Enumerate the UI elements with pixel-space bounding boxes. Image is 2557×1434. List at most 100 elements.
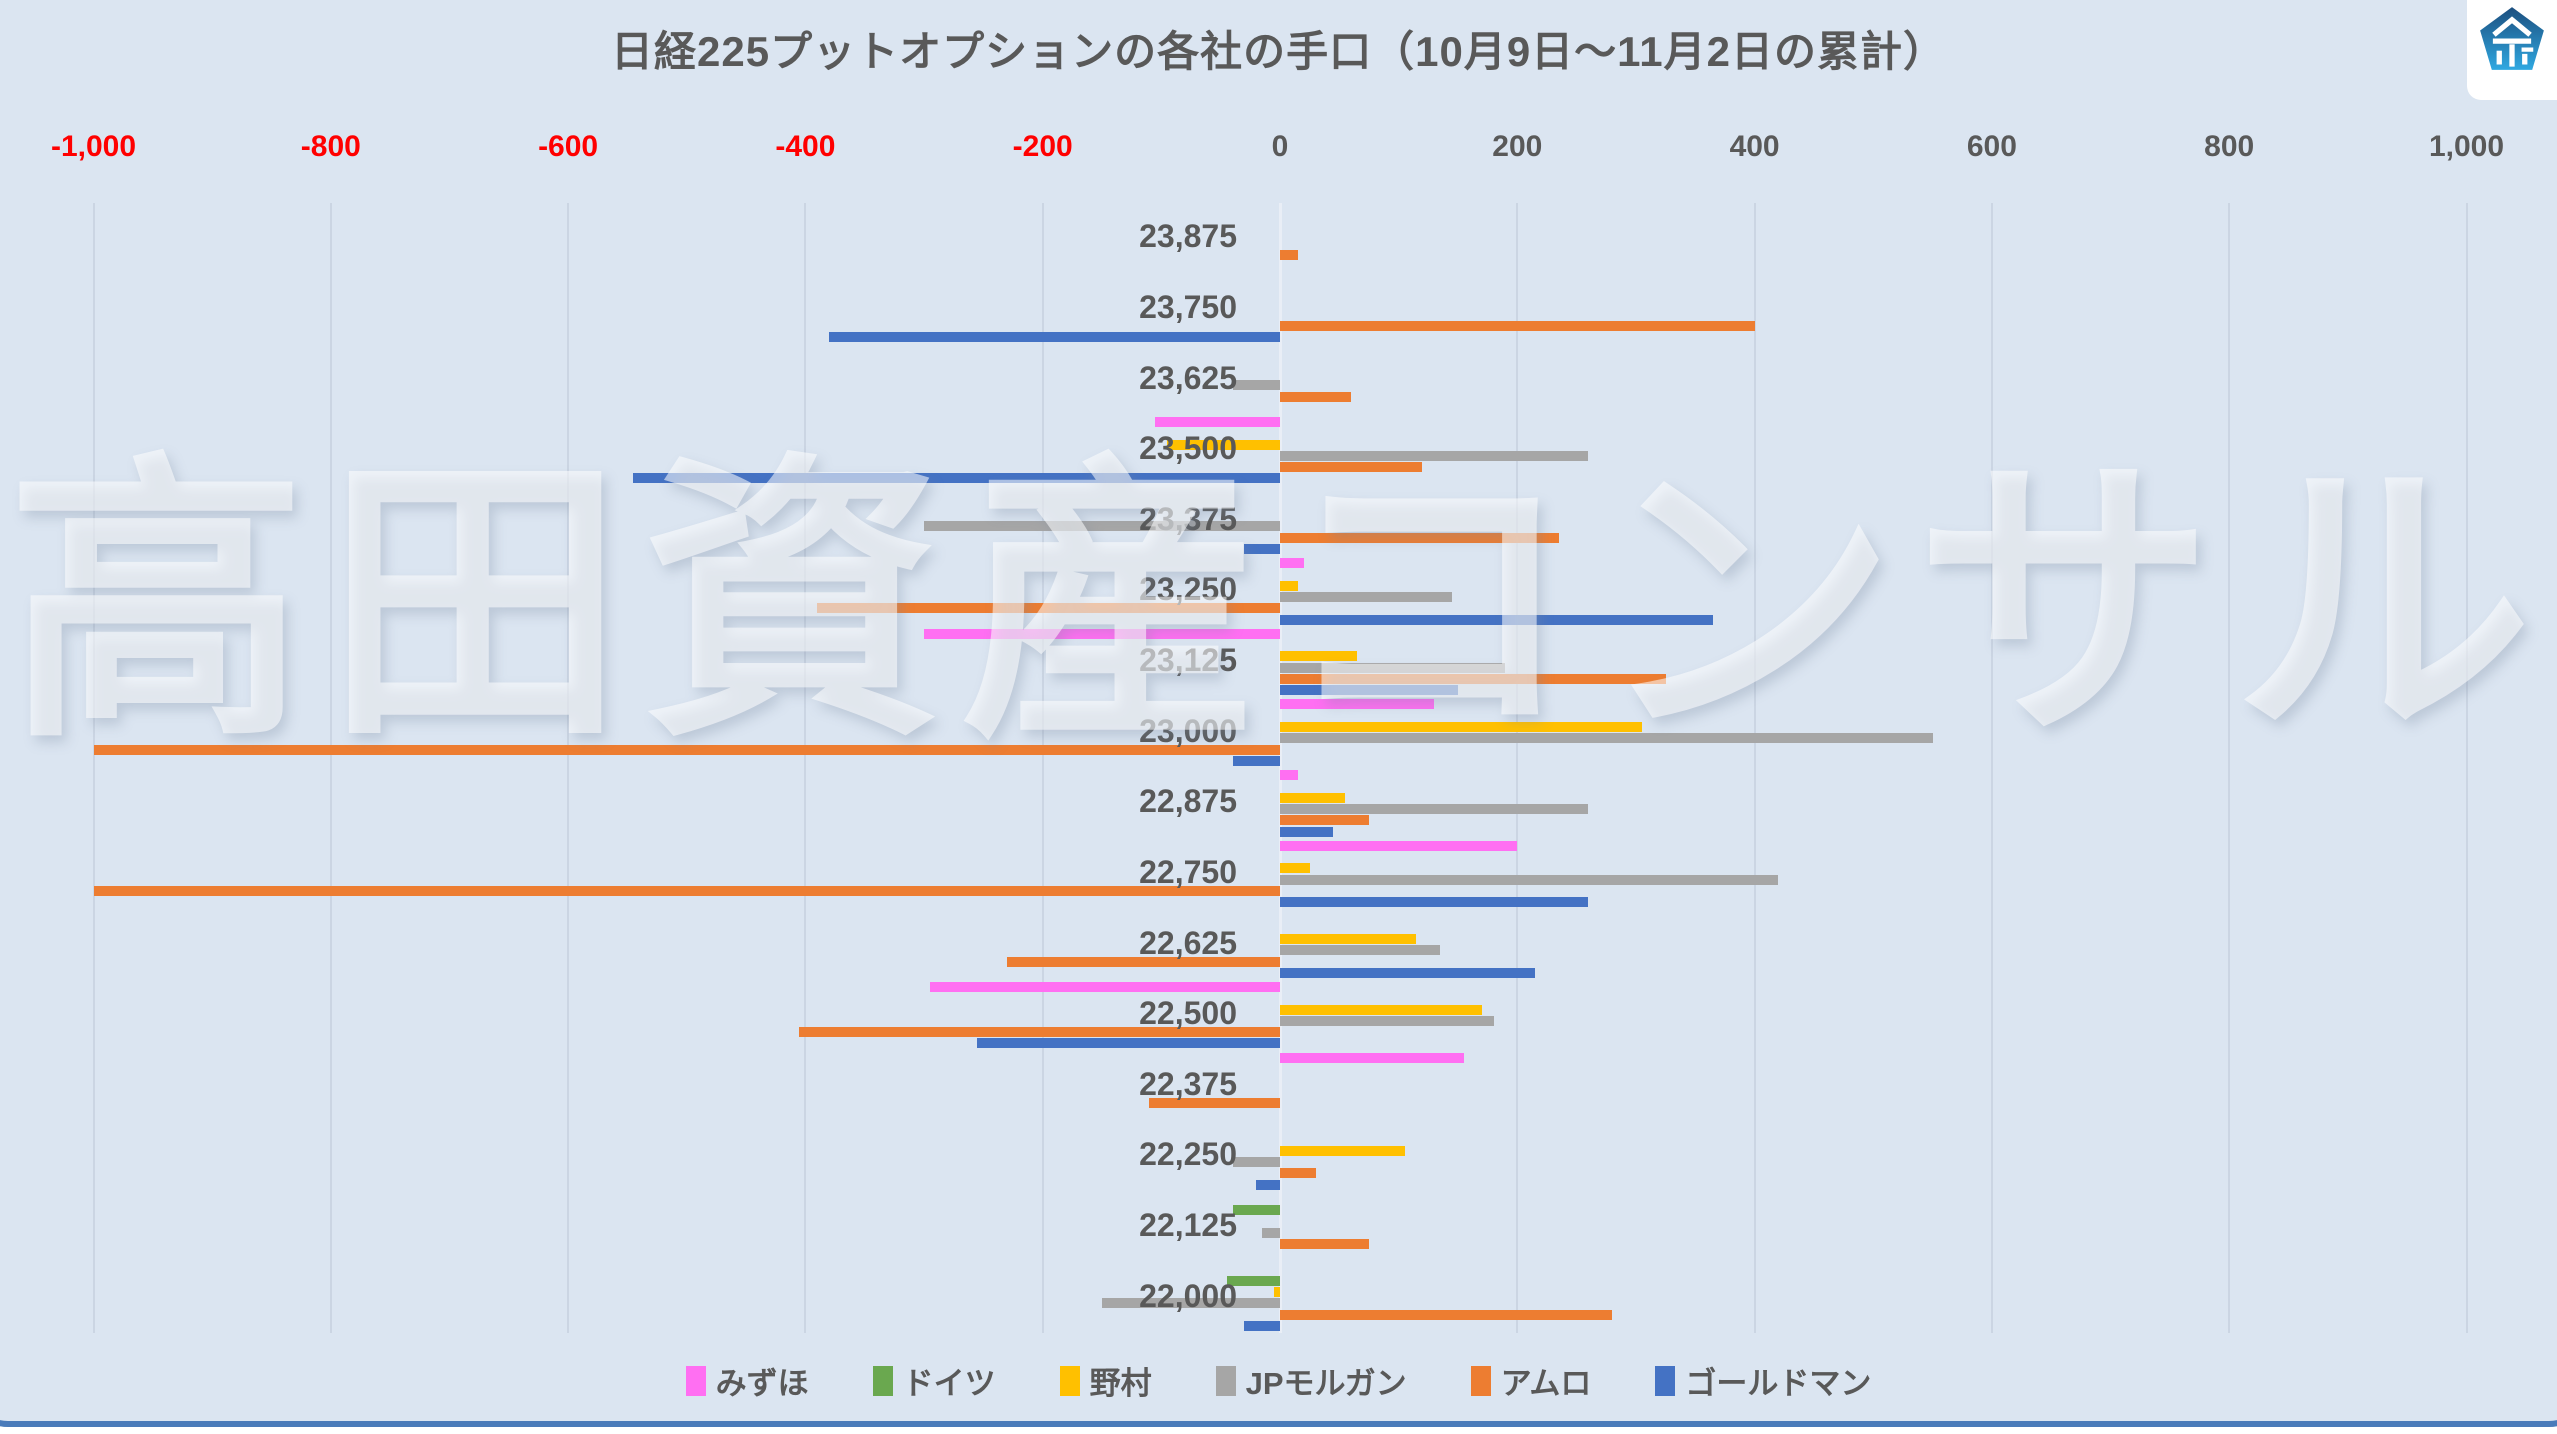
category-label: 23,000 (1139, 712, 1237, 749)
x-tick-label: 0 (1271, 130, 1289, 163)
bar-goldman (1280, 897, 1589, 908)
bar-goldman (1280, 826, 1334, 837)
gridline (1990, 203, 1993, 1333)
bar-amro (1280, 1239, 1369, 1249)
legend-item-amro: アムロ (1470, 1358, 1592, 1403)
category-label: 22,125 (1139, 1207, 1237, 1244)
bar-jpmorgan (1280, 803, 1589, 814)
category-label: 23,625 (1139, 359, 1237, 396)
x-tick-label: -400 (775, 130, 836, 163)
bar-goldman (1280, 614, 1714, 625)
legend-swatch-nomura (1059, 1365, 1080, 1396)
legend-label-amro: アムロ (1500, 1366, 1592, 1401)
bar-jpmorgan (1280, 1015, 1494, 1026)
legend-swatch-mizuho (685, 1365, 706, 1396)
legend-label-jpmorgan: JPモルガン (1245, 1366, 1407, 1401)
bar-nomura (1280, 651, 1358, 662)
x-tick-label: -800 (300, 130, 361, 163)
legend-item-goldman: ゴールドマン (1655, 1358, 1871, 1403)
chart-title: 日経225プットオプションの各社の手口（10月9日〜11月2日の累計） (611, 28, 1946, 75)
category-label: 23,875 (1139, 218, 1237, 255)
axis-zero-line (1279, 203, 1282, 1333)
bar-amro (93, 885, 1280, 896)
bar-jpmorgan (1280, 662, 1506, 673)
legend: みずほ ドイツ 野村 JPモルガン アムロ ゴールドマン (0, 1358, 2557, 1403)
legend-label-nomura: 野村 (1089, 1366, 1152, 1401)
bar-amro (1280, 815, 1369, 826)
bar-nomura (1280, 863, 1310, 874)
bar-nomura (1167, 439, 1280, 450)
gridline (1516, 203, 1519, 1333)
bar-jpmorgan (1280, 874, 1779, 885)
bar-goldman (829, 332, 1280, 343)
bar-goldman (1232, 755, 1280, 766)
bar-mizuho (1155, 416, 1280, 427)
gridline (329, 203, 332, 1333)
bar-mizuho (1280, 770, 1298, 781)
legend-item-deutsche: ドイツ (872, 1358, 996, 1403)
gridline (92, 203, 95, 1333)
legend-swatch-goldman (1655, 1365, 1676, 1396)
x-tick-label: 200 (1492, 130, 1543, 163)
category-label: 23,125 (1139, 642, 1237, 679)
gridline (2465, 203, 2468, 1333)
x-tick-label: -200 (1012, 130, 1073, 163)
bar-goldman (1244, 544, 1280, 555)
bar-jpmorgan (1232, 380, 1280, 391)
bar-jpmorgan (1102, 1298, 1280, 1309)
bar-deutsche (1232, 1205, 1280, 1216)
bar-amro (1280, 391, 1352, 402)
bar-jpmorgan (924, 521, 1280, 532)
bar-goldman (977, 1038, 1280, 1049)
legend-item-mizuho: みずほ (685, 1358, 809, 1403)
gridline (1753, 203, 1756, 1333)
bar-goldman (633, 473, 1280, 484)
bar-amro (93, 744, 1280, 755)
bar-mizuho (1280, 840, 1518, 851)
bar-deutsche (1226, 1275, 1280, 1286)
gridline (1041, 203, 1044, 1333)
bar-amro (1149, 1097, 1280, 1108)
category-label: 22,750 (1139, 853, 1237, 890)
bar-nomura (1280, 1145, 1405, 1156)
bar-jpmorgan (1262, 1227, 1280, 1238)
category-label: 23,375 (1139, 500, 1237, 537)
bar-mizuho (1280, 699, 1435, 710)
bar-amro (1280, 462, 1423, 473)
legend-label-goldman: ゴールドマン (1685, 1366, 1872, 1401)
gridline (804, 203, 807, 1333)
x-tick-label: 1,000 (2428, 130, 2505, 163)
legend-swatch-deutsche (872, 1365, 893, 1396)
bar-goldman (1244, 1320, 1280, 1331)
bar-jpmorgan (1280, 592, 1453, 603)
bar-amro (1280, 1309, 1613, 1320)
bar-amro (817, 603, 1280, 614)
bar-jpmorgan (1280, 733, 1933, 744)
category-label: 22,625 (1139, 924, 1237, 961)
category-label: 22,000 (1139, 1277, 1237, 1314)
bar-amro (1280, 1168, 1316, 1179)
x-tick-label: -600 (538, 130, 599, 163)
bar-amro (1007, 956, 1280, 967)
legend-item-jpmorgan: JPモルガン (1215, 1358, 1407, 1403)
bar-amro (1280, 250, 1298, 261)
bar-goldman (1256, 1179, 1280, 1190)
bar-nomura (1280, 933, 1417, 944)
category-label: 23,500 (1139, 430, 1237, 467)
x-tick-label: 400 (1729, 130, 1780, 163)
bar-nomura (1280, 1004, 1482, 1015)
logo-box (2467, 0, 2557, 100)
category-label: 23,750 (1139, 288, 1237, 325)
bar-mizuho (1280, 558, 1304, 569)
bar-amro (1280, 532, 1559, 543)
legend-swatch-jpmorgan (1215, 1365, 1236, 1396)
category-label: 22,250 (1139, 1136, 1237, 1173)
bar-nomura (1280, 580, 1298, 591)
legend-item-nomura: 野村 (1059, 1358, 1152, 1403)
x-tick-label: -1,000 (50, 130, 137, 163)
category-label: 22,500 (1139, 995, 1237, 1032)
legend-swatch-amro (1470, 1365, 1491, 1396)
